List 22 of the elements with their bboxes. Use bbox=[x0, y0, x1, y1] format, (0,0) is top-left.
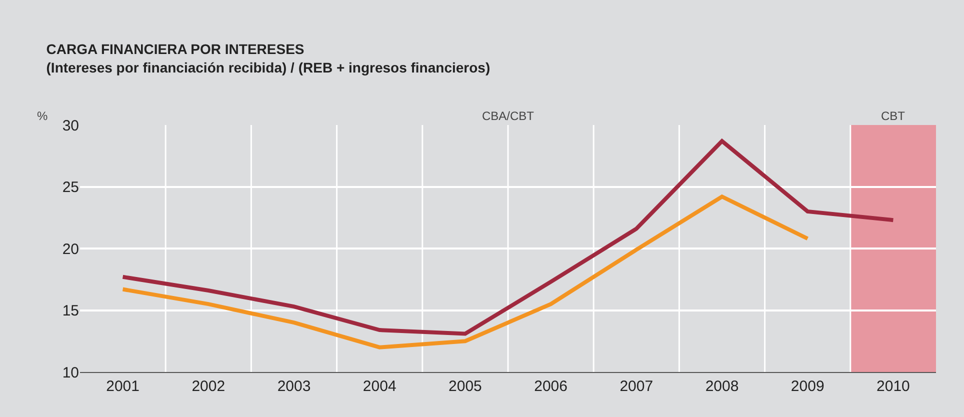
y-tick-label: 25 bbox=[62, 179, 79, 196]
x-tick-label: 2008 bbox=[705, 378, 739, 395]
line-series bbox=[120, 194, 810, 350]
chart-title: CARGA FINANCIERA POR INTERESES bbox=[46, 41, 304, 58]
x-tick-label: 2004 bbox=[362, 378, 396, 395]
y-tick-label: 30 bbox=[62, 117, 79, 134]
line-series bbox=[120, 139, 896, 336]
x-tick-label: 2007 bbox=[620, 378, 654, 395]
y-axis-title: % bbox=[37, 109, 48, 123]
x-tick-label: 2003 bbox=[277, 378, 311, 395]
text: CBA/CBT bbox=[482, 109, 535, 123]
y-tick-label: 20 bbox=[62, 240, 79, 258]
x-tick-label: 2001 bbox=[106, 378, 140, 395]
chart-subtitle: (Intereses por financiación recibida) / (REB + ingresos financieros) bbox=[46, 59, 490, 76]
band-label: CBT bbox=[881, 109, 906, 123]
x-tick-label: 2010 bbox=[876, 378, 910, 395]
x-tick-label: 2009 bbox=[790, 378, 824, 395]
y-tick-label: 15 bbox=[62, 302, 79, 320]
y-tick-label: 10 bbox=[62, 364, 79, 382]
x-tick-label: 2006 bbox=[534, 378, 568, 395]
x-tick-label: 2002 bbox=[192, 378, 226, 395]
x-tick-label: 2005 bbox=[448, 378, 482, 395]
